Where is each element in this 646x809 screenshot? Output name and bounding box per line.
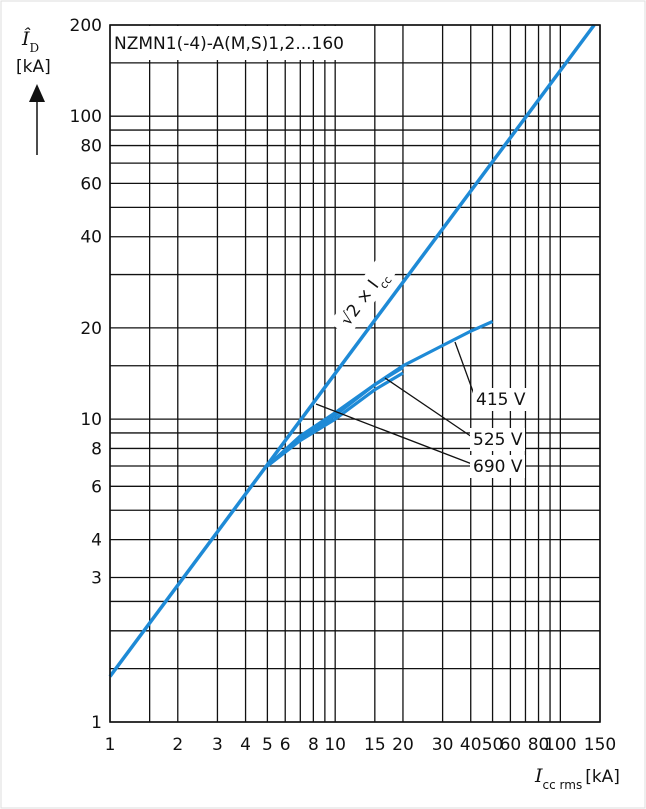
x-tick-label: 10 <box>324 735 346 755</box>
label-bg <box>473 388 528 411</box>
y-tick-label: 10 <box>80 410 102 430</box>
series-label: 415 V <box>476 390 526 410</box>
x-tick-label: 2 <box>172 735 183 755</box>
title-bg <box>111 26 339 60</box>
x-tick-label: 50 <box>482 735 504 755</box>
x-tick-label: 20 <box>392 735 414 755</box>
x-tick-label: 4 <box>240 735 251 755</box>
y-tick-label: 60 <box>80 174 102 194</box>
x-axis-label: Icc rms [kA] <box>534 765 620 792</box>
series-line <box>108 23 596 678</box>
marks <box>108 23 596 678</box>
label-bg <box>329 258 397 337</box>
x-tick-label: 6 <box>280 735 291 755</box>
y-tick-label: 1 <box>91 713 102 733</box>
arrow-head <box>29 84 45 102</box>
y-tick-label: 8 <box>91 439 102 459</box>
y-label-sub: D <box>30 41 40 55</box>
chart-title: NZMN1(-4)-A(M,S)1,2...160 <box>114 34 344 54</box>
leader-line <box>315 403 473 465</box>
x-tick-label: 100 <box>544 735 576 755</box>
label-bg <box>470 428 525 451</box>
x-tick-label: 150 <box>584 735 616 755</box>
x-tick-label: 15 <box>364 735 386 755</box>
y-unit: [kA] <box>16 57 51 77</box>
y-tick-label: 3 <box>91 568 102 588</box>
leader-line <box>454 341 476 398</box>
y-tick-label: 4 <box>91 531 102 551</box>
x-label: I <box>534 765 543 787</box>
series-label: 525 V <box>473 430 523 450</box>
y-label: Î <box>21 27 31 50</box>
label-bg <box>470 455 525 478</box>
y-tick-label: 200 <box>70 16 102 36</box>
series-line <box>266 371 404 468</box>
x-tick-label: 40 <box>460 735 482 755</box>
series-label: 690 V <box>473 457 523 477</box>
x-tick-label: 60 <box>500 735 522 755</box>
x-unit: [kA] <box>585 767 620 787</box>
x-tick-label: 5 <box>262 735 273 755</box>
y-tick-label: 6 <box>91 477 102 497</box>
y-tick-label: 40 <box>80 228 102 248</box>
y-tick-label: 20 <box>80 319 102 339</box>
x-tick-label: 1 <box>105 735 116 755</box>
x-tick-label: 3 <box>212 735 223 755</box>
x-tick-label: 30 <box>432 735 454 755</box>
leader-line <box>384 377 473 438</box>
x-tick-label: 8 <box>308 735 319 755</box>
x-tick-label: 80 <box>528 735 550 755</box>
y-tick-label: 80 <box>80 137 102 157</box>
y-axis-label: ÎD <box>21 27 39 55</box>
plot-frame <box>109 24 601 723</box>
y-tick-label: 100 <box>70 107 102 127</box>
x-label-sub: cc rms <box>543 778 583 792</box>
